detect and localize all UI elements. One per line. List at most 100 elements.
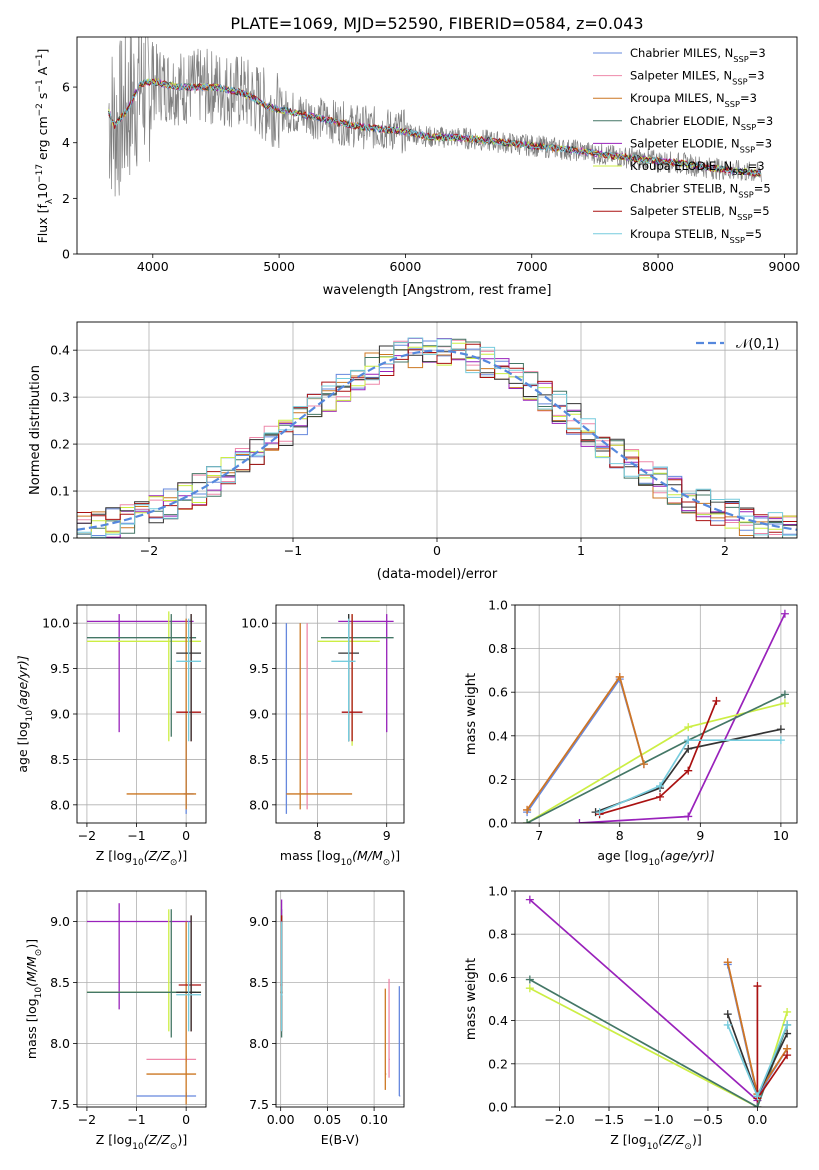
y-tick-label: 0.4 xyxy=(488,1013,508,1028)
x-axis-label: Z [log10(Z/Z⊙)] xyxy=(610,1132,701,1152)
weight-series-line xyxy=(579,613,786,823)
weight-marker xyxy=(712,696,721,705)
x-tick-label: 8 xyxy=(314,828,322,843)
weight-marker xyxy=(575,819,584,823)
legend-entry: Kroupa MILES, NSSP=3 xyxy=(630,91,757,109)
x-tick-label: 0 xyxy=(182,828,190,843)
x-tick-label: 8000 xyxy=(642,259,674,274)
x-tick-label: −2 xyxy=(140,543,158,558)
y-tick-label: 8.0 xyxy=(249,1036,269,1051)
weight-marker xyxy=(656,781,665,790)
weight-marker xyxy=(684,812,693,821)
axes-frame xyxy=(514,890,798,1108)
weight-marker xyxy=(783,1020,792,1029)
y-tick-label: 9.0 xyxy=(249,914,269,929)
y-tick-label: 0.3 xyxy=(50,390,70,405)
x-tick-label: 10 xyxy=(773,828,789,843)
legend-entry: Salpeter MILES, NSSP=3 xyxy=(630,69,765,87)
weight-marker xyxy=(780,609,789,618)
x-tick-label: 5000 xyxy=(263,259,295,274)
plot-area xyxy=(108,37,762,197)
y-axis-label: mass [log10(M/M⊙)] xyxy=(24,939,44,1059)
weight-marker xyxy=(783,1029,792,1038)
weight-marker xyxy=(639,760,648,769)
mass-vs-z-panel: −2 −1 0 7.5 8.0 8.5 9.0 Z [log10(Z/Z⊙)] mass [lo… xyxy=(24,890,207,1152)
y-tick-label: 0.2 xyxy=(488,772,508,787)
weight-series-line xyxy=(526,674,645,811)
plot-area xyxy=(280,899,401,1097)
x-tick-label: 7000 xyxy=(516,259,548,274)
y-axis-label: age [log10(age/yr)] xyxy=(15,655,35,772)
legend-entry: Salpeter ELODIE, NSSP=3 xyxy=(630,136,772,154)
plot-area xyxy=(525,895,792,1107)
weight-marker xyxy=(783,1051,792,1060)
y-tick-label: 7.5 xyxy=(249,1097,269,1112)
plot-area xyxy=(285,614,394,814)
plot-area xyxy=(523,609,789,823)
spectrum-panel: 4000 5000 6000 7000 8000 9000 0 2 4 6 wavelength [… xyxy=(35,36,800,298)
y-tick-label: 8.5 xyxy=(50,975,70,990)
weight-marker xyxy=(525,895,534,904)
legend-entry: Salpeter STELIB, NSSP=5 xyxy=(630,204,770,222)
weight-marker xyxy=(684,766,693,775)
y-tick-label: 7.5 xyxy=(50,1097,70,1112)
y-axis-label: Normed distribution xyxy=(28,365,43,495)
x-tick-label: −1 xyxy=(284,543,302,558)
y-tick-label: 8.0 xyxy=(50,1036,70,1051)
weight-marker xyxy=(615,672,624,681)
axes-frame xyxy=(76,604,207,824)
x-axis-label: E(B-V) xyxy=(321,1132,360,1147)
x-tick-label: −1 xyxy=(127,828,145,843)
model-spectrum-line xyxy=(108,78,761,175)
y-tick-label: 0.8 xyxy=(488,927,508,942)
weight-series-line xyxy=(529,987,788,1107)
y-tick-label: 0.0 xyxy=(488,816,508,831)
weight-marker xyxy=(723,958,732,967)
y-tick-label: 0.0 xyxy=(488,1100,508,1115)
legend-entry: Chabrier MILES, NSSP=3 xyxy=(630,46,766,64)
y-tick-label: 6 xyxy=(62,80,70,95)
y-tick-label: 8.0 xyxy=(249,797,269,812)
x-tick-label: 0.00 xyxy=(267,1112,295,1127)
plot-area xyxy=(86,611,202,814)
weight-marker xyxy=(723,1020,732,1029)
x-tick-label: 4000 xyxy=(137,259,169,274)
y-tick-label: 10.0 xyxy=(42,616,70,631)
weight-marker xyxy=(783,1007,792,1016)
legend-entry: Chabrier STELIB, NSSP=5 xyxy=(630,182,771,200)
weight-series-line xyxy=(529,978,788,1107)
x-tick-label: −2 xyxy=(78,828,96,843)
x-axis-label: wavelength [Angstrom, rest frame] xyxy=(323,283,552,298)
x-axis-label: mass [log10(M/M⊙)] xyxy=(280,848,400,868)
x-tick-label: −2.0 xyxy=(544,1112,574,1127)
x-tick-label: 1 xyxy=(577,543,585,558)
y-tick-label: 0.4 xyxy=(488,728,508,743)
weight-marker xyxy=(753,1092,762,1101)
y-tick-label: 0.0 xyxy=(50,531,70,546)
weight-marker xyxy=(776,736,785,745)
plot-area xyxy=(86,903,202,1105)
mass-weight-vs-z-panel: −2.0 −1.5 −1.0 −0.5 0.0 0.0 0.2 0.4 0.6 0.8 1.0 Z [… xyxy=(464,884,798,1152)
y-tick-label: 0.2 xyxy=(488,1056,508,1071)
axes-frame xyxy=(275,604,405,824)
weight-series-line xyxy=(526,693,786,823)
axes-frame xyxy=(514,604,798,824)
x-tick-label: 7 xyxy=(535,828,543,843)
weight-marker xyxy=(525,975,534,984)
age-vs-z-panel: −2 −1 0 8.0 8.5 9.0 9.5 10.0 Z [log10(Z/Z⊙)] age … xyxy=(15,604,207,868)
legend-entry: Chabrier ELODIE, NSSP=3 xyxy=(630,114,773,132)
weight-marker xyxy=(780,699,789,708)
weight-series-line xyxy=(529,898,759,1107)
weight-marker xyxy=(723,1010,732,1019)
y-axis-label: mass weight xyxy=(464,958,479,1040)
x-axis-label: (data-model)/error xyxy=(377,567,498,582)
y-tick-label: 0.1 xyxy=(50,484,70,499)
x-axis-label: Z [log10(Z/Z⊙)] xyxy=(96,848,187,868)
normal-curve xyxy=(77,349,797,531)
mass-weight-vs-age-panel: 7 8 9 10 0.0 0.2 0.4 0.6 0.8 1.0 age [log10(age/yr… xyxy=(464,598,798,868)
y-tick-label: 9.5 xyxy=(249,661,269,676)
weight-marker xyxy=(656,792,665,801)
x-tick-label: 2 xyxy=(721,543,729,558)
histogram-panel: −2 −1 0 1 2 0.0 0.1 0.2 0.3 0.4 𝒩(0,1) (data-model)… xyxy=(28,321,798,582)
